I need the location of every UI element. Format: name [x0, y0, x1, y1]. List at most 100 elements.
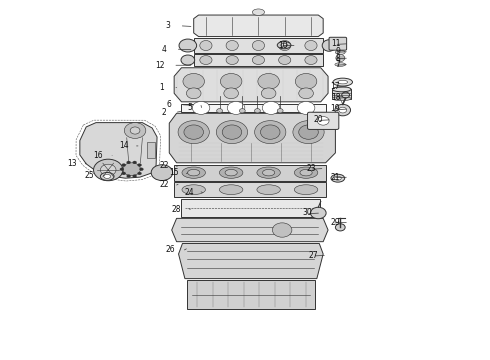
Text: 29: 29	[331, 218, 340, 227]
Ellipse shape	[188, 170, 200, 176]
Ellipse shape	[226, 41, 238, 50]
Circle shape	[127, 175, 130, 177]
Circle shape	[138, 172, 142, 175]
Circle shape	[293, 121, 324, 144]
Text: 21: 21	[331, 173, 340, 182]
Bar	[181, 104, 326, 112]
Ellipse shape	[333, 78, 352, 86]
Text: 6: 6	[167, 100, 172, 109]
Text: 7: 7	[335, 60, 340, 69]
Ellipse shape	[182, 167, 205, 178]
Ellipse shape	[331, 174, 344, 182]
FancyBboxPatch shape	[308, 112, 339, 130]
Text: 10: 10	[278, 41, 288, 50]
Text: 30: 30	[303, 208, 313, 217]
Circle shape	[261, 125, 280, 139]
Ellipse shape	[322, 40, 336, 51]
Ellipse shape	[200, 55, 212, 64]
Circle shape	[127, 161, 130, 164]
Circle shape	[311, 207, 326, 219]
Polygon shape	[178, 243, 323, 279]
Circle shape	[299, 88, 314, 99]
Bar	[147, 141, 155, 158]
Circle shape	[122, 163, 126, 166]
Ellipse shape	[220, 185, 243, 194]
Ellipse shape	[104, 175, 111, 179]
Text: 19: 19	[331, 104, 340, 113]
Circle shape	[123, 163, 141, 176]
Ellipse shape	[335, 50, 345, 54]
Text: 22: 22	[160, 161, 169, 170]
Circle shape	[335, 104, 350, 116]
Circle shape	[183, 73, 204, 89]
Ellipse shape	[277, 41, 291, 49]
Circle shape	[133, 161, 137, 164]
Bar	[187, 280, 316, 309]
Ellipse shape	[257, 185, 280, 194]
Text: 23: 23	[306, 164, 316, 173]
Bar	[332, 89, 351, 99]
Polygon shape	[194, 15, 323, 37]
Ellipse shape	[279, 55, 291, 64]
Ellipse shape	[100, 172, 114, 180]
Ellipse shape	[220, 167, 243, 178]
Circle shape	[277, 109, 283, 113]
Text: 18: 18	[331, 93, 340, 102]
Circle shape	[240, 109, 245, 113]
Circle shape	[140, 168, 144, 171]
Text: 8: 8	[336, 54, 340, 63]
Circle shape	[179, 39, 196, 52]
Text: 3: 3	[166, 21, 171, 30]
Circle shape	[124, 123, 146, 138]
Circle shape	[184, 125, 203, 139]
Ellipse shape	[252, 55, 265, 64]
Circle shape	[342, 92, 349, 98]
Circle shape	[222, 125, 242, 139]
Text: 27: 27	[309, 251, 318, 260]
Ellipse shape	[300, 170, 312, 176]
Text: 16: 16	[94, 151, 103, 160]
FancyBboxPatch shape	[329, 37, 346, 50]
Circle shape	[151, 165, 172, 180]
Text: 26: 26	[166, 246, 175, 255]
Ellipse shape	[336, 54, 344, 62]
Ellipse shape	[294, 185, 318, 194]
Polygon shape	[169, 113, 335, 163]
Polygon shape	[172, 219, 328, 242]
Ellipse shape	[225, 170, 237, 176]
Ellipse shape	[226, 55, 238, 64]
Circle shape	[297, 102, 315, 114]
Ellipse shape	[332, 96, 351, 101]
Circle shape	[220, 73, 242, 89]
Text: 25: 25	[85, 171, 95, 180]
Text: 1: 1	[160, 83, 164, 92]
Circle shape	[181, 55, 195, 65]
Circle shape	[120, 168, 124, 171]
Text: 12: 12	[155, 61, 164, 70]
Ellipse shape	[334, 176, 341, 180]
Ellipse shape	[281, 43, 288, 47]
Text: 24: 24	[184, 188, 194, 197]
Circle shape	[138, 163, 142, 166]
Bar	[174, 182, 326, 197]
Text: 5: 5	[188, 103, 193, 112]
Text: 2: 2	[161, 108, 166, 117]
Text: 20: 20	[314, 115, 323, 124]
Circle shape	[261, 88, 276, 99]
Circle shape	[339, 107, 346, 113]
Bar	[180, 199, 320, 217]
Bar	[174, 165, 326, 181]
Circle shape	[133, 175, 137, 177]
Ellipse shape	[257, 167, 280, 178]
Text: 14: 14	[120, 141, 129, 150]
Circle shape	[335, 224, 345, 231]
Circle shape	[186, 88, 201, 99]
Circle shape	[224, 88, 239, 99]
Bar	[194, 54, 323, 66]
Circle shape	[192, 102, 210, 114]
Ellipse shape	[305, 41, 317, 50]
Ellipse shape	[332, 87, 351, 92]
Bar	[194, 39, 323, 53]
Circle shape	[130, 127, 140, 134]
Circle shape	[178, 121, 209, 144]
